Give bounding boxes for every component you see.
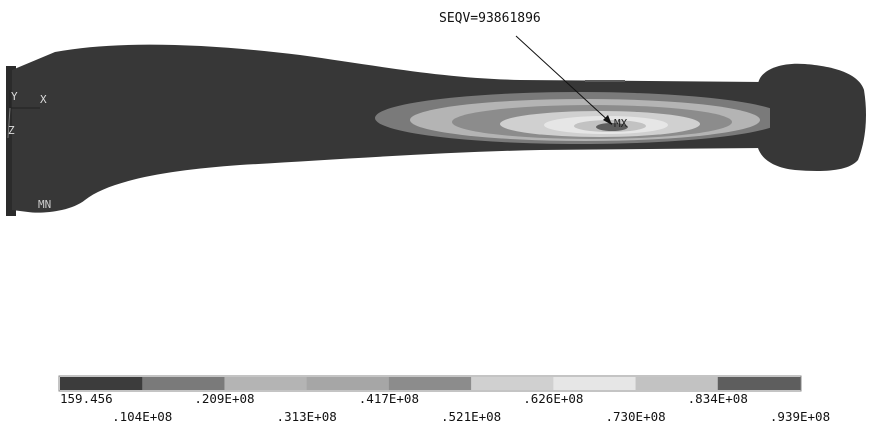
- bone-model: [6, 44, 866, 216]
- min-marker: MN: [38, 198, 51, 211]
- triad-z-axis: [7, 107, 11, 139]
- max-leader-arrow: [603, 115, 612, 125]
- max-marker: MX: [614, 117, 628, 130]
- triad-y-label: Y: [11, 90, 18, 103]
- legend-swatch-7: [553, 377, 637, 390]
- legend-label-lower-4: .730E+08: [605, 409, 665, 424]
- legend-swatch-1: [60, 377, 143, 390]
- triad-x-label: X: [40, 93, 47, 106]
- axis-triad: Y X Z: [7, 90, 47, 139]
- triad-z-label: Z: [8, 124, 15, 137]
- legend-swatch-2: [142, 377, 225, 390]
- left-end-plate: [6, 66, 16, 216]
- legend-swatch-3: [224, 377, 308, 390]
- legend-swatch-8: [635, 377, 719, 390]
- bone-shaft: [12, 44, 770, 213]
- legend-label-upper-5: .834E+08: [688, 391, 748, 406]
- legend-upper-labels: 159.456 .209E+08 .417E+08 .626E+08 .834E+08: [60, 391, 748, 406]
- legend-swatch-5: [388, 377, 472, 390]
- legend-swatch-4: [306, 377, 390, 390]
- stress-contours: [375, 92, 770, 144]
- contour-band-max: [596, 123, 628, 131]
- legend-swatch-9: [717, 377, 801, 390]
- legend-label-lower-2: .313E+08: [277, 409, 337, 424]
- legend-colorbar: [58, 375, 802, 392]
- max-value-label: SEQV=93861896: [439, 11, 541, 26]
- shaft-highlight: [585, 80, 625, 82]
- legend-label-upper-3: .417E+08: [359, 391, 419, 406]
- max-leader-line: [515, 35, 613, 125]
- bone-distal-head: [758, 63, 866, 171]
- legend-label-lower-5: .939E+08: [770, 409, 830, 424]
- legend-label-lower-3: .521E+08: [441, 409, 501, 424]
- legend-lower-labels: .104E+08 .313E+08 .521E+08 .730E+08 .939E+08: [112, 409, 830, 424]
- legend-label-upper-1: 159.456: [60, 391, 113, 406]
- legend-label-upper-2: .209E+08: [194, 391, 254, 406]
- legend-label-lower-1: .104E+08: [112, 409, 172, 424]
- legend-swatch-6: [471, 377, 554, 390]
- legend-label-upper-4: .626E+08: [523, 391, 583, 406]
